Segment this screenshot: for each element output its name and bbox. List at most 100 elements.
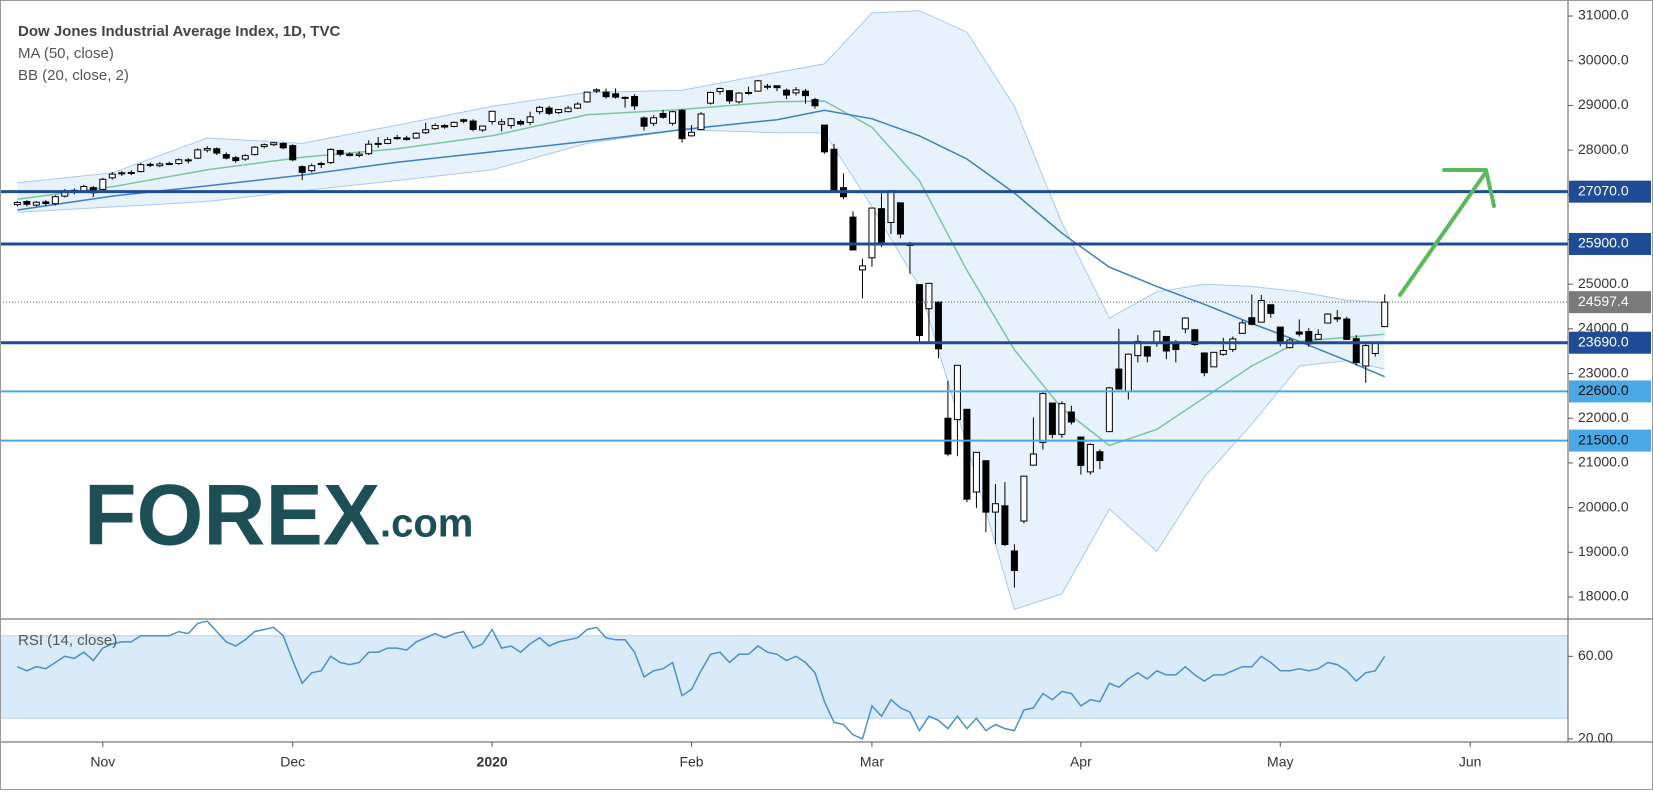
candle-body (99, 178, 107, 190)
level-marker (1569, 180, 1651, 203)
candle-body (137, 164, 145, 173)
candle-body (1257, 300, 1265, 323)
level-marker (1569, 331, 1651, 354)
rsi-band (0, 635, 1568, 719)
candle-body (783, 89, 790, 96)
candle-body (991, 503, 999, 513)
candle-body (934, 301, 942, 350)
candle-body (1248, 317, 1256, 325)
overlay: 18000.0 19000.0 20000.0 21000.0 22000.0 23000… (90, 7, 1651, 770)
level-marker (1569, 380, 1651, 403)
candle-body (232, 157, 240, 162)
candle-body (726, 90, 734, 102)
y-tick-label: 24000.0 (1578, 320, 1629, 336)
candle-body (640, 117, 648, 127)
candle-body (697, 113, 705, 131)
candle-body (1048, 402, 1056, 435)
candle-body (820, 124, 828, 153)
main-pane (0, 10, 1568, 740)
bb-upper (17, 10, 1385, 319)
y-tick-label: 29000.0 (1578, 96, 1629, 112)
candle-body (317, 163, 325, 166)
y-tick-label: 20000.0 (1578, 498, 1629, 514)
x-tick-label: Mar (860, 754, 884, 770)
candle-body (42, 201, 50, 205)
y-tick-label: 21000.0 (1578, 454, 1629, 470)
candle-body (536, 106, 544, 113)
y-tick-label: 18000.0 (1578, 588, 1629, 604)
x-tick-label: Nov (90, 754, 115, 770)
candle-body (564, 107, 572, 113)
candle-body (1086, 443, 1094, 473)
candle-body (146, 163, 154, 166)
candle-body (1077, 436, 1085, 466)
candle-body (469, 120, 477, 130)
candle-body (203, 148, 211, 151)
y-tick-label: 25000.0 (1578, 275, 1629, 291)
candle-body (118, 172, 126, 175)
candle-body (1324, 313, 1332, 324)
candle-body (915, 284, 923, 337)
candle-body (13, 202, 21, 206)
x-tick-label: Apr (1070, 754, 1092, 770)
candle-body (745, 91, 753, 94)
rsi-line (17, 620, 1386, 740)
candle-body (23, 201, 31, 205)
candle-body (754, 80, 762, 92)
candle-body (365, 143, 373, 155)
rsi-legend: RSI (14, close) (18, 632, 117, 649)
candle-body (1267, 304, 1275, 314)
y-tick-label: 30000.0 (1578, 51, 1629, 67)
x-tick-label: Dec (280, 754, 305, 770)
y-tick-label: 60.00 (1578, 647, 1613, 663)
y-tick-label: 28000.0 (1578, 141, 1629, 157)
level-label: 27070.0 (1578, 182, 1629, 198)
candle-body (830, 148, 838, 192)
candle-body (953, 364, 961, 421)
candle-body (289, 145, 297, 161)
candle-body (393, 137, 401, 140)
candle-body (51, 196, 59, 205)
candle-body (944, 417, 952, 455)
candle-body (669, 111, 677, 124)
last-price-label: 24597.4 (1578, 293, 1629, 309)
chart-title: Dow Jones Industrial Average Index, 1D, … (18, 23, 340, 40)
x-tick-label: Jun (1459, 754, 1482, 770)
logo-suffix: .com (380, 502, 473, 546)
y-tick-label: 20.00 (1578, 730, 1613, 746)
candle-body (1029, 453, 1037, 466)
candle-body (450, 121, 458, 127)
candle-body (887, 190, 895, 224)
candle-body (184, 159, 192, 162)
candle-body (422, 129, 430, 134)
candle-body (1333, 317, 1341, 320)
candle-body (488, 110, 496, 123)
candle-body (574, 103, 582, 109)
candle-body (602, 91, 610, 98)
candle-body (849, 216, 857, 251)
candle-body (659, 112, 667, 118)
candle-body (194, 149, 202, 159)
candle-body (1058, 403, 1066, 435)
candle-body (858, 265, 866, 271)
candle-body (1381, 301, 1389, 328)
candle-body (1020, 475, 1028, 522)
candle-body (792, 89, 800, 94)
candle-body (32, 201, 40, 206)
x-tick-label: Feb (679, 754, 703, 770)
candle-body (327, 148, 335, 164)
candle-body (346, 153, 354, 156)
candle-body (517, 121, 525, 125)
candle-body (384, 139, 392, 144)
candle-body (963, 408, 971, 500)
candle-body (1295, 331, 1303, 335)
candle-body (773, 85, 781, 89)
candle-body (1362, 345, 1370, 367)
y-tick-label: 19000.0 (1578, 543, 1629, 559)
candle-body (1371, 342, 1379, 354)
candle-body (479, 125, 487, 131)
candle-body (801, 90, 809, 97)
candle-body (735, 92, 743, 103)
bb-lower (17, 129, 1385, 611)
